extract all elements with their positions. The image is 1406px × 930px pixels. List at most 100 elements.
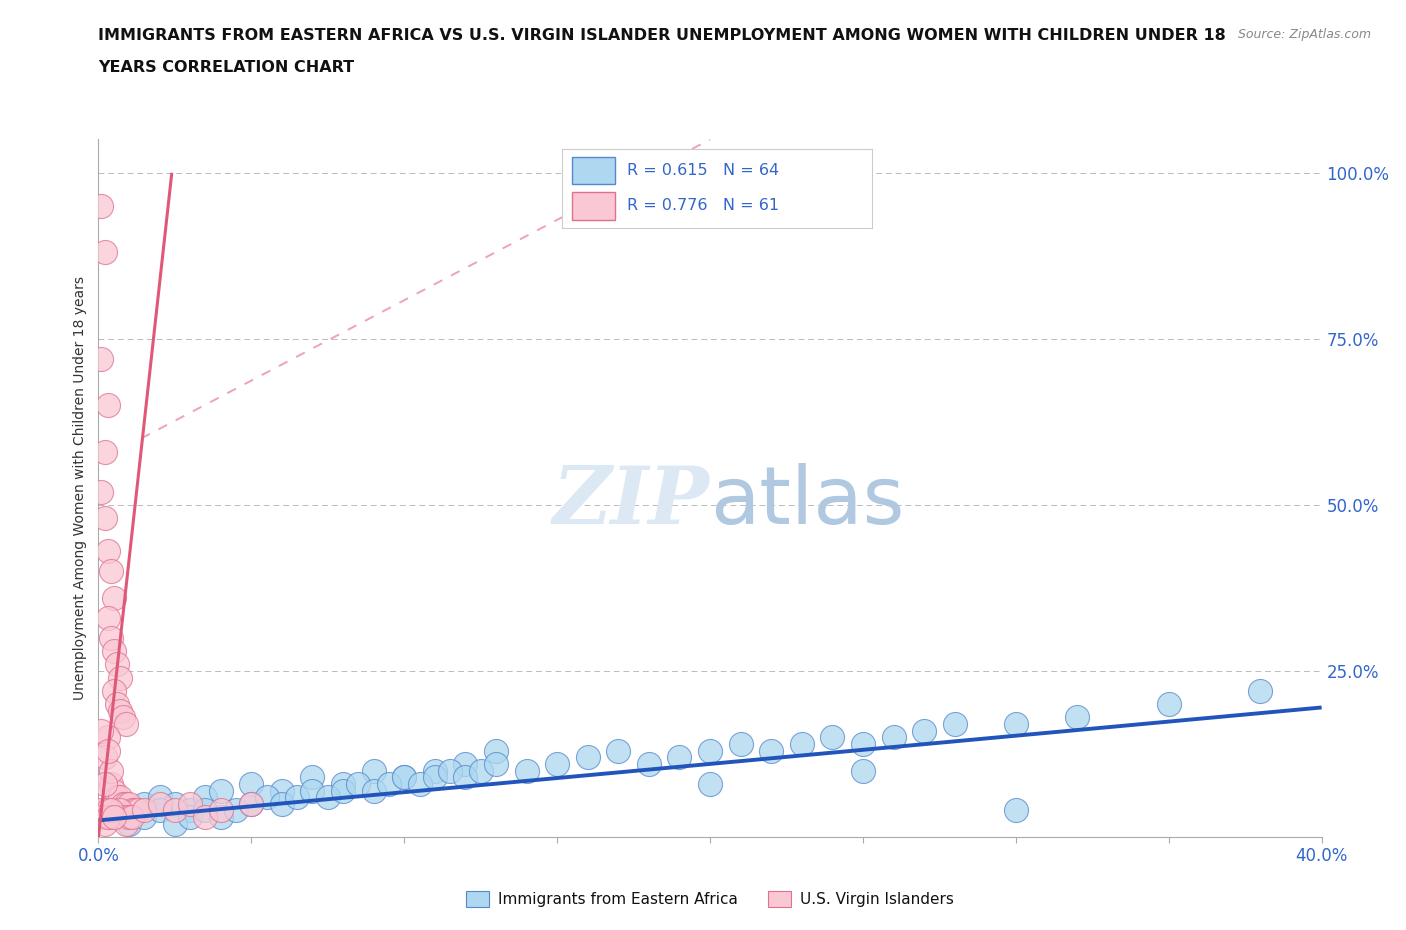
Point — [516, 764, 538, 778]
Point — [108, 803, 131, 817]
Point — [179, 810, 201, 825]
Point — [134, 796, 156, 811]
Point — [759, 743, 782, 758]
Legend: Immigrants from Eastern Africa, U.S. Virgin Islanders: Immigrants from Eastern Africa, U.S. Vir… — [460, 884, 960, 913]
Point — [408, 777, 430, 791]
Text: IMMIGRANTS FROM EASTERN AFRICA VS U.S. VIRGIN ISLANDER UNEMPLOYMENT AMONG WOMEN : IMMIGRANTS FROM EASTERN AFRICA VS U.S. V… — [98, 28, 1226, 43]
Point — [1004, 803, 1026, 817]
Point — [97, 743, 120, 758]
Point — [301, 770, 323, 785]
Point — [93, 511, 115, 525]
Point — [93, 750, 115, 764]
Point — [100, 810, 122, 825]
Point — [127, 803, 149, 817]
Point — [97, 803, 120, 817]
Text: atlas: atlas — [710, 463, 904, 541]
Point — [912, 724, 935, 738]
Point — [105, 810, 128, 825]
Point — [194, 790, 217, 804]
Point — [100, 564, 122, 578]
Point — [607, 743, 630, 758]
Point — [316, 790, 339, 804]
Point — [115, 796, 138, 811]
Point — [179, 803, 201, 817]
Text: YEARS CORRELATION CHART: YEARS CORRELATION CHART — [98, 60, 354, 75]
Point — [103, 810, 125, 825]
Point — [423, 764, 446, 778]
Point — [103, 810, 125, 825]
FancyBboxPatch shape — [572, 157, 614, 184]
Text: R = 0.776   N = 61: R = 0.776 N = 61 — [627, 198, 779, 213]
Point — [97, 810, 120, 825]
Point — [111, 810, 134, 825]
Point — [347, 777, 370, 791]
Point — [699, 777, 721, 791]
Y-axis label: Unemployment Among Women with Children Under 18 years: Unemployment Among Women with Children U… — [73, 276, 87, 700]
Point — [256, 790, 278, 804]
Point — [100, 803, 122, 817]
Point — [90, 810, 112, 825]
Point — [1066, 710, 1088, 724]
Point — [209, 810, 232, 825]
Point — [118, 803, 141, 817]
Point — [470, 764, 492, 778]
Point — [209, 783, 232, 798]
Point — [240, 796, 263, 811]
Point — [1249, 684, 1271, 698]
Point — [97, 730, 120, 745]
Point — [108, 790, 131, 804]
Point — [485, 756, 508, 771]
Point — [105, 790, 128, 804]
Point — [332, 777, 354, 791]
Point — [93, 817, 115, 831]
Point — [637, 756, 661, 771]
Point — [149, 796, 172, 811]
Point — [363, 764, 385, 778]
Point — [270, 796, 292, 811]
Point — [90, 724, 112, 738]
Point — [163, 803, 186, 817]
Point — [93, 777, 115, 791]
Point — [93, 445, 115, 459]
Point — [103, 644, 125, 658]
Point — [97, 398, 120, 413]
Point — [194, 803, 217, 817]
Point — [439, 764, 461, 778]
Point — [108, 671, 131, 685]
Point — [179, 796, 201, 811]
Point — [730, 737, 752, 751]
Point — [103, 783, 125, 798]
Point — [883, 730, 905, 745]
Point — [90, 485, 112, 499]
Text: ZIP: ZIP — [553, 463, 710, 541]
Point — [240, 777, 263, 791]
Point — [90, 352, 112, 366]
Point — [111, 710, 134, 724]
Point — [97, 810, 120, 825]
Point — [668, 750, 690, 764]
Point — [115, 717, 138, 732]
Point — [90, 803, 112, 817]
Point — [149, 803, 172, 817]
Point — [240, 796, 263, 811]
Point — [454, 756, 477, 771]
Point — [546, 756, 568, 771]
Point — [103, 591, 125, 605]
Point — [124, 803, 146, 817]
Point — [301, 783, 323, 798]
Point — [576, 750, 599, 764]
Point — [392, 770, 416, 785]
Point — [97, 544, 120, 559]
Point — [93, 810, 115, 825]
Point — [108, 703, 131, 718]
Text: R = 0.615   N = 64: R = 0.615 N = 64 — [627, 164, 779, 179]
Point — [852, 764, 875, 778]
Point — [225, 803, 247, 817]
Point — [118, 817, 141, 831]
Point — [134, 810, 156, 825]
Point — [392, 770, 416, 785]
Point — [1157, 697, 1180, 711]
Point — [163, 796, 186, 811]
Point — [134, 803, 156, 817]
Point — [423, 770, 446, 785]
